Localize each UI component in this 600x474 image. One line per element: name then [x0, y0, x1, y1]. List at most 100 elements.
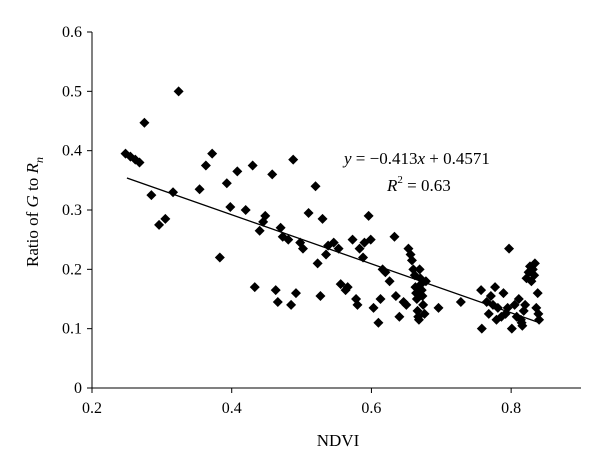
data-point — [214, 252, 225, 263]
x-tick-label: 0.2 — [82, 400, 102, 417]
data-point — [249, 282, 260, 293]
data-point — [476, 285, 487, 296]
data-point — [455, 296, 466, 307]
data-point — [225, 202, 236, 213]
data-point — [365, 234, 376, 245]
data-point — [529, 258, 540, 269]
data-point — [290, 288, 301, 299]
data-point — [315, 291, 326, 302]
data-point — [317, 213, 328, 224]
data-point — [419, 308, 430, 319]
data-point — [533, 308, 544, 319]
data-point — [232, 166, 243, 177]
data-point — [420, 276, 431, 287]
data-point — [529, 270, 540, 281]
data-point — [160, 213, 171, 224]
data-point — [517, 320, 528, 331]
data-point — [328, 237, 339, 248]
data-point — [502, 302, 513, 313]
data-point — [406, 255, 417, 266]
data-point — [200, 160, 211, 171]
trendline — [126, 177, 540, 324]
data-point — [312, 258, 323, 269]
data-point — [146, 190, 157, 201]
data-point — [509, 299, 520, 310]
data-point — [375, 294, 386, 304]
data-point — [485, 291, 496, 302]
data-point — [363, 210, 374, 221]
data-point — [194, 184, 205, 195]
data-point — [390, 291, 401, 302]
data-point — [513, 294, 524, 304]
data-point — [417, 291, 428, 302]
data-point — [520, 299, 531, 310]
data-point — [275, 222, 286, 233]
data-point — [492, 302, 503, 313]
data-point — [240, 205, 251, 215]
data-point — [368, 302, 379, 313]
data-point — [168, 187, 179, 198]
data-point — [384, 276, 395, 287]
data-point — [270, 285, 281, 296]
data-point — [347, 234, 358, 245]
r-squared-annotation: R2 = 0.63 — [386, 174, 451, 195]
data-point — [139, 117, 150, 128]
x-ticks: 0.2 0.4 0.6 0.8 — [82, 388, 521, 417]
data-point — [380, 267, 391, 278]
data-point — [254, 225, 265, 236]
data-point — [134, 157, 145, 168]
data-point — [333, 243, 344, 254]
x-axis-label: NDVI — [317, 431, 360, 450]
x-tick-label: 0.4 — [222, 400, 242, 417]
y-tick-label: 0.3 — [62, 202, 82, 219]
data-point — [506, 323, 517, 334]
regression-equation: y = −0.413x + 0.4571 — [342, 149, 490, 168]
data-point — [433, 302, 444, 313]
axes — [91, 32, 581, 389]
data-point — [476, 323, 487, 334]
y-tick-label: 0.1 — [62, 321, 82, 338]
data-point — [413, 314, 424, 325]
data-point — [288, 154, 299, 165]
data-point — [414, 264, 425, 275]
y-tick-label: 0.6 — [62, 24, 82, 41]
data-point — [498, 288, 509, 299]
data-point — [321, 249, 332, 260]
y-tick-label: 0.5 — [62, 83, 82, 100]
data-point — [303, 207, 314, 218]
data-point — [534, 314, 545, 325]
data-point — [373, 317, 384, 328]
y-tick-label: 0.2 — [62, 261, 82, 278]
data-point — [286, 299, 297, 310]
data-point — [310, 181, 321, 192]
data-point — [173, 86, 184, 97]
data-point — [221, 178, 232, 189]
data-point — [418, 299, 429, 310]
y-tick-label: 0.4 — [62, 143, 82, 160]
data-point — [247, 160, 258, 171]
data-point — [267, 169, 278, 180]
data-point — [120, 148, 131, 159]
data-point — [490, 282, 501, 293]
data-point — [401, 299, 412, 310]
data-point — [358, 252, 369, 263]
y-axis-label: Ratio of G to Rn — [23, 157, 46, 267]
data-point — [297, 243, 308, 254]
x-tick-label: 0.6 — [361, 400, 381, 417]
data-point — [272, 296, 283, 307]
data-point — [283, 234, 294, 245]
y-tick-label: 0 — [74, 380, 82, 397]
data-point — [207, 148, 218, 159]
data-point — [483, 308, 494, 319]
data-point — [416, 285, 427, 296]
data-point — [354, 243, 365, 254]
data-point — [260, 210, 271, 221]
y-ticks: 0 0.1 0.2 0.3 0.4 0.5 0.6 — [62, 24, 92, 397]
data-point — [394, 311, 405, 322]
data-point — [504, 243, 515, 254]
data-point — [154, 219, 165, 230]
data-point — [352, 299, 363, 310]
data-point — [342, 282, 353, 293]
x-tick-label: 0.8 — [501, 400, 521, 417]
